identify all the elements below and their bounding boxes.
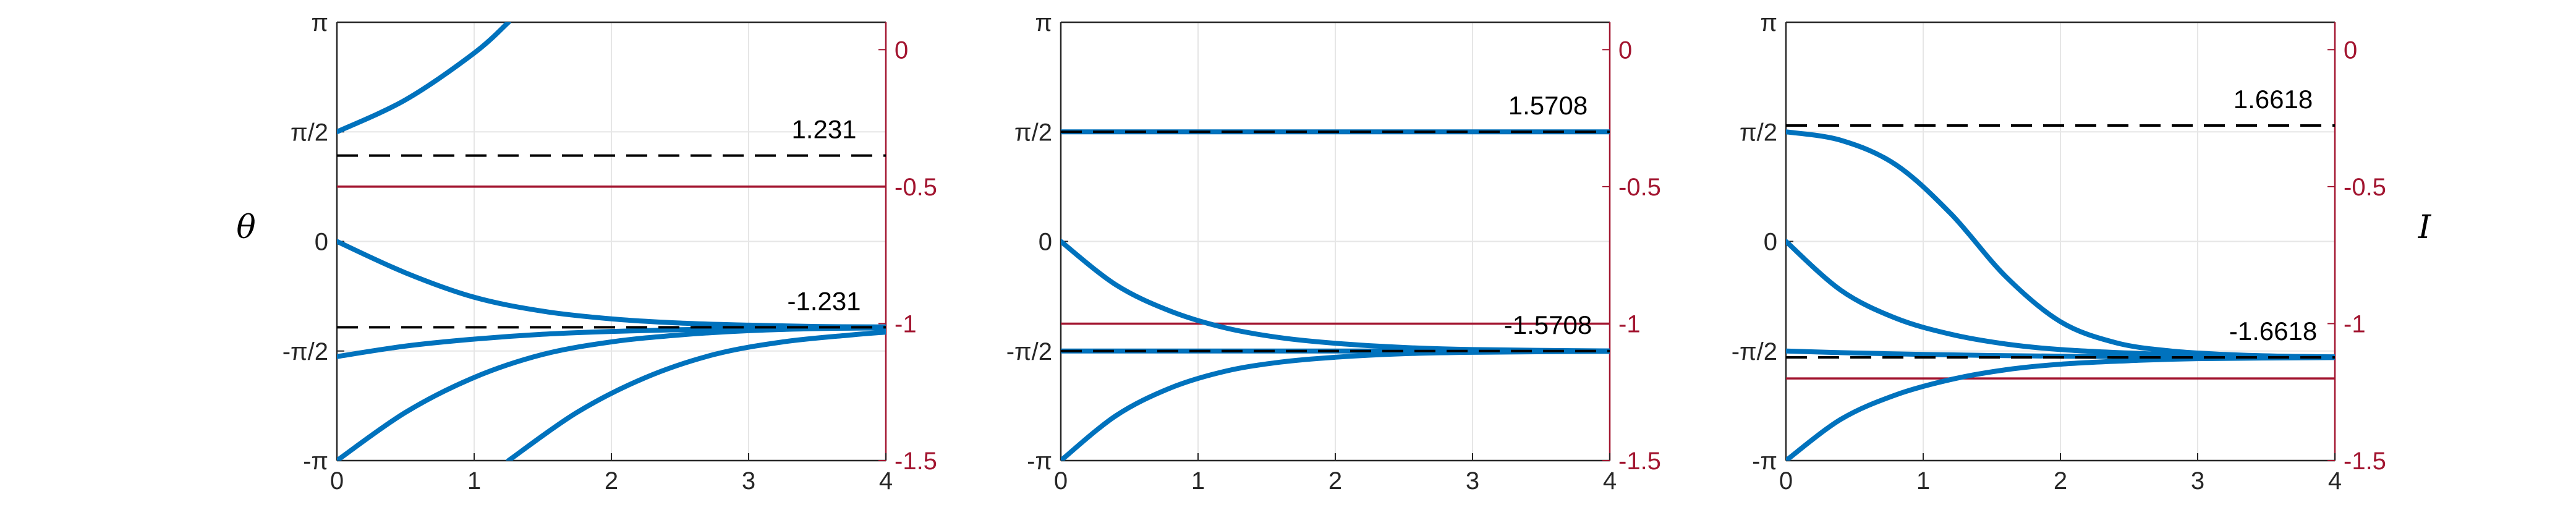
x-tick-label: 4	[1603, 467, 1617, 495]
trajectory-line	[506, 330, 886, 461]
trajectory-line	[337, 325, 886, 461]
panel-1: 0 1 2 3 4 -π -π/2 0 π/2 π -1.5 -1 -0.5 0 1.231 -1.231	[283, 9, 937, 495]
fixed-point-label: -1.6618	[2229, 317, 2317, 346]
x-tick-label: 1	[467, 467, 481, 495]
y-axis-label-theta: θ	[236, 209, 255, 246]
y-tick-label: -π/2	[1006, 338, 1052, 365]
x-tick-label: 2	[605, 467, 618, 495]
x-tick-label: 3	[742, 467, 755, 495]
y-tick-label: π	[311, 9, 328, 36]
panel-2: 0 1 2 3 4 -π -π/2 0 π/2 π -1.5 -1 -0.5 0 1.5708 -1.5708	[1006, 9, 1661, 495]
x-tick-label: 4	[879, 467, 893, 495]
y-tick-label: π/2	[1740, 119, 1777, 146]
y-tick-label: π	[1035, 9, 1052, 36]
right-tick-label: -0.5	[895, 174, 937, 201]
x-tick-label: 3	[2191, 467, 2204, 495]
y-tick-label: 0	[315, 229, 328, 256]
right-tick-label: -1.5	[895, 448, 937, 475]
x-tick-label: 1	[1916, 467, 1930, 495]
x-tick-label: 1	[1191, 467, 1205, 495]
right-tick-label: -1	[895, 310, 917, 338]
trajectory-line	[337, 22, 511, 135]
y-tick-label: -π	[1027, 448, 1052, 475]
right-tick-label: -1	[1618, 310, 1641, 338]
right-tick-label: 0	[2344, 36, 2357, 64]
y-tick-label: 0	[1764, 229, 1777, 256]
y-tick-label: π/2	[291, 119, 328, 146]
x-tick-label: 0	[1054, 467, 1068, 495]
fixed-point-label: 1.5708	[1508, 91, 1588, 120]
trajectory-line	[1786, 355, 2335, 461]
panel-3: 0 1 2 3 4 -π -π/2 0 π/2 π -1.5 -1 -0.5 0 1.6618 -1.6618	[1732, 9, 2386, 495]
right-tick-label: 0	[895, 36, 908, 64]
y-tick-label: -π	[1752, 448, 1777, 475]
y-tick-label: 0	[1039, 229, 1052, 256]
fixed-point-label: -1.5708	[1504, 310, 1592, 339]
y-tick-label: -π/2	[283, 338, 328, 365]
fixed-point-label: 1.6618	[2234, 85, 2313, 114]
right-tick-label: 0	[1618, 36, 1632, 64]
x-tick-label: 0	[1779, 467, 1793, 495]
y-tick-label: π	[1760, 9, 1777, 36]
x-tick-label: 3	[1466, 467, 1479, 495]
right-tick-label: -1.5	[1618, 448, 1661, 475]
y-tick-label: -π	[303, 448, 328, 475]
x-tick-label: 2	[2054, 467, 2067, 495]
right-tick-label: -0.5	[2344, 174, 2386, 201]
y-axis-label-current: I	[2418, 209, 2432, 246]
right-tick-label: -1.5	[2344, 448, 2386, 475]
right-tick-label: -0.5	[1618, 174, 1661, 201]
fixed-point-label: 1.231	[791, 115, 856, 144]
fixed-point-label: -1.231	[787, 286, 861, 315]
y-tick-label: -π/2	[1732, 338, 1777, 365]
x-tick-label: 4	[2328, 467, 2342, 495]
x-tick-label: 0	[330, 467, 344, 495]
y-tick-label: π/2	[1014, 119, 1052, 146]
x-tick-label: 2	[1328, 467, 1342, 495]
right-tick-label: -1	[2344, 310, 2366, 338]
